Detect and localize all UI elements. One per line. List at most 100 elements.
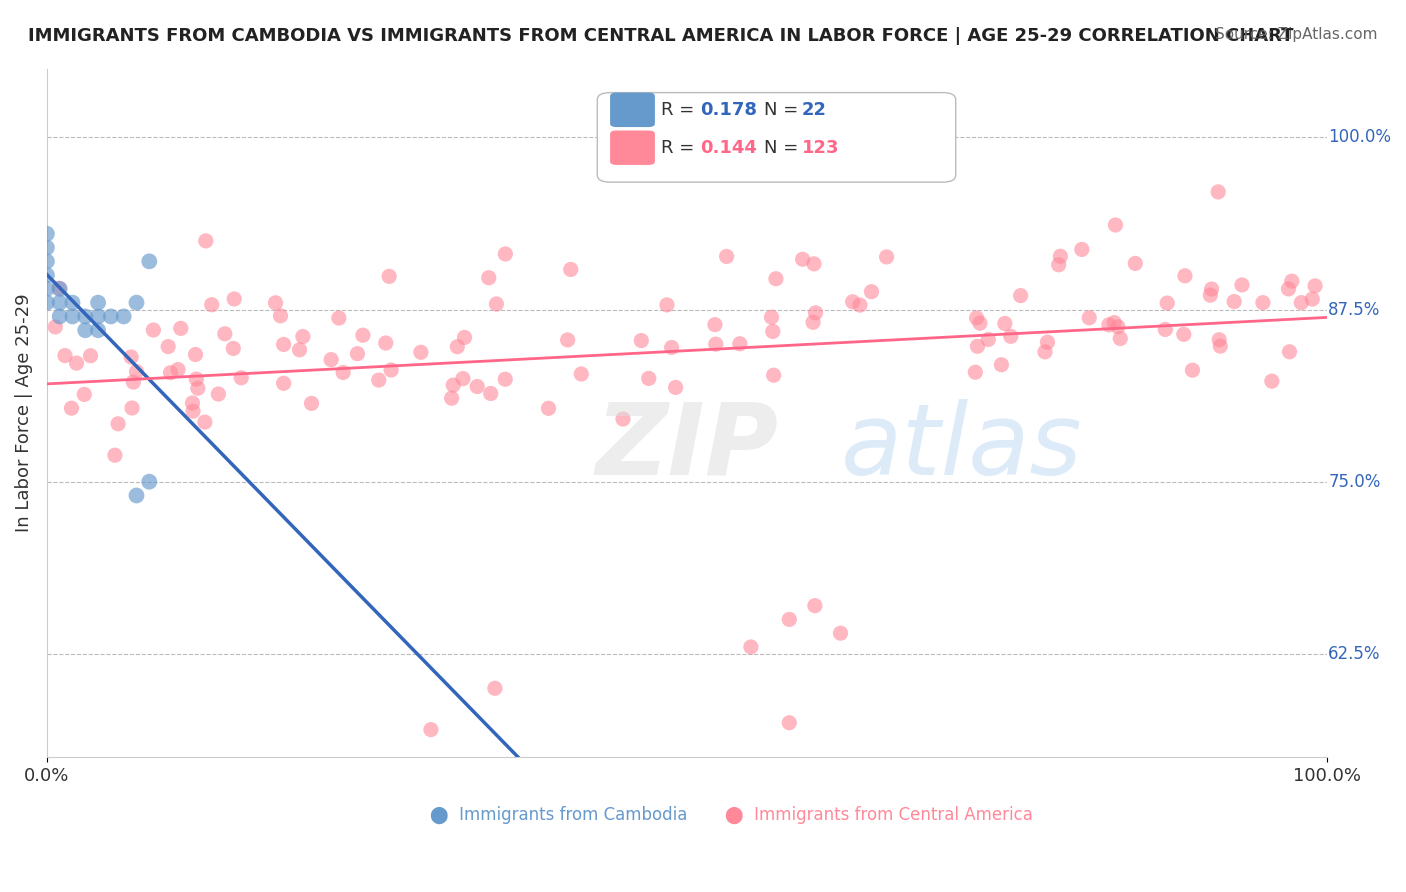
Point <box>291 329 314 343</box>
Point <box>716 249 738 263</box>
Text: N =: N = <box>763 139 804 157</box>
Point <box>1000 329 1022 343</box>
Point <box>125 488 148 502</box>
Point <box>332 366 354 380</box>
Point <box>181 404 204 418</box>
Point <box>380 363 402 377</box>
Point <box>53 349 76 363</box>
Point <box>537 401 560 416</box>
Point <box>762 368 785 383</box>
Point <box>1033 344 1056 359</box>
Point <box>1102 316 1125 330</box>
Point <box>494 247 516 261</box>
Point <box>1223 294 1246 309</box>
Text: 22: 22 <box>801 101 827 119</box>
Point <box>792 252 814 267</box>
Point <box>1208 333 1230 347</box>
Point <box>479 386 502 401</box>
Point <box>446 340 468 354</box>
Point <box>120 350 142 364</box>
Point <box>1173 327 1195 342</box>
Point <box>1181 363 1204 377</box>
Point <box>830 626 852 640</box>
Point <box>453 330 475 344</box>
Point <box>876 250 898 264</box>
Point <box>60 401 83 416</box>
Point <box>841 294 863 309</box>
Point <box>142 323 165 337</box>
Point <box>761 310 783 325</box>
Point <box>186 372 208 386</box>
Point <box>661 341 683 355</box>
Text: atlas: atlas <box>841 399 1083 496</box>
Point <box>107 417 129 431</box>
Text: 0.144: 0.144 <box>700 139 756 157</box>
Point <box>273 376 295 391</box>
Point <box>409 345 432 359</box>
Point <box>157 340 180 354</box>
Text: 123: 123 <box>801 139 839 157</box>
Point <box>803 257 825 271</box>
Point <box>1010 288 1032 302</box>
Point <box>612 412 634 426</box>
Point <box>138 254 160 268</box>
Point <box>740 640 762 654</box>
Point <box>194 234 217 248</box>
Text: ⬤  Immigrants from Central America: ⬤ Immigrants from Central America <box>725 805 1033 823</box>
Point <box>440 391 463 405</box>
Point <box>1109 331 1132 345</box>
Point <box>48 282 70 296</box>
Point <box>1078 310 1101 325</box>
Point <box>419 723 441 737</box>
Point <box>346 347 368 361</box>
Point <box>966 339 988 353</box>
Point <box>1301 292 1323 306</box>
Point <box>104 448 127 462</box>
Point <box>75 310 97 324</box>
Point <box>62 295 84 310</box>
Point <box>184 347 207 361</box>
Point <box>1174 268 1197 283</box>
Point <box>762 325 785 339</box>
Point <box>87 323 110 337</box>
Point <box>465 379 488 393</box>
Point <box>122 375 145 389</box>
Point <box>451 371 474 385</box>
Point <box>374 336 396 351</box>
Point <box>484 681 506 696</box>
Point <box>288 343 311 357</box>
Point <box>214 326 236 341</box>
Point <box>1206 185 1229 199</box>
Point <box>321 352 343 367</box>
Point <box>765 271 787 285</box>
Point <box>860 285 883 299</box>
Text: IMMIGRANTS FROM CAMBODIA VS IMMIGRANTS FROM CENTRAL AMERICA IN LABOR FORCE | AGE: IMMIGRANTS FROM CAMBODIA VS IMMIGRANTS F… <box>28 27 1294 45</box>
Point <box>35 295 58 310</box>
Point <box>301 396 323 410</box>
Point <box>778 715 800 730</box>
Point <box>569 367 592 381</box>
Point <box>1209 339 1232 353</box>
Point <box>100 310 122 324</box>
Point <box>187 381 209 395</box>
Point <box>207 387 229 401</box>
Point <box>87 310 110 324</box>
Point <box>704 337 727 351</box>
Point <box>125 295 148 310</box>
Point <box>1098 318 1121 332</box>
Point <box>849 298 872 312</box>
FancyBboxPatch shape <box>610 93 655 127</box>
Point <box>194 415 217 429</box>
Point <box>87 295 110 310</box>
Point <box>966 310 988 325</box>
Point <box>181 396 204 410</box>
Point <box>1154 322 1177 336</box>
Point <box>441 378 464 392</box>
Point <box>804 599 827 613</box>
Point <box>560 262 582 277</box>
Point <box>328 311 350 326</box>
Point <box>48 281 70 295</box>
Point <box>804 306 827 320</box>
Point <box>62 310 84 324</box>
Text: Source: ZipAtlas.com: Source: ZipAtlas.com <box>1215 27 1378 42</box>
